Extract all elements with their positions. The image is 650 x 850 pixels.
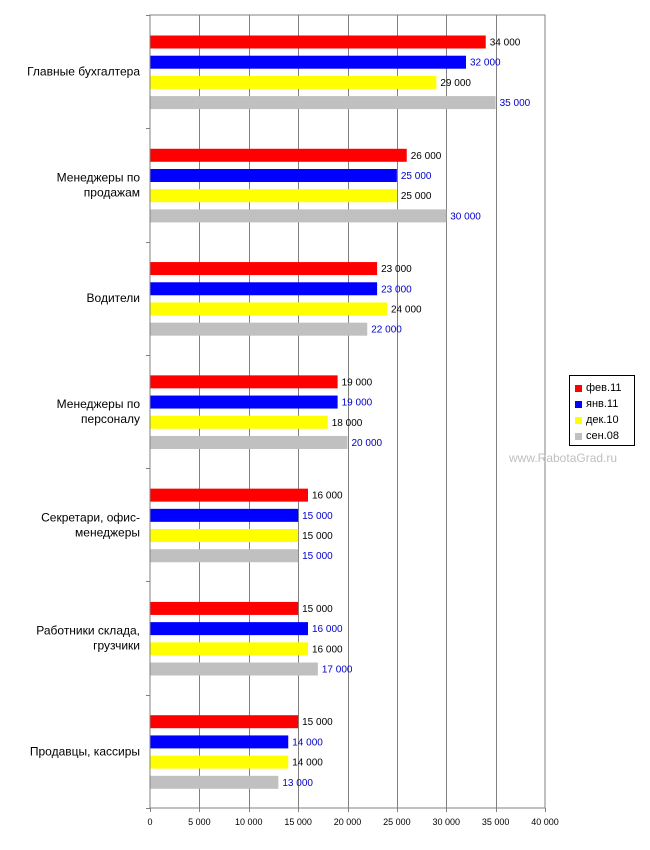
category-label: Работники склада, bbox=[36, 624, 140, 638]
data-label: 18 000 bbox=[332, 418, 363, 429]
data-label: 32 000 bbox=[470, 58, 501, 69]
legend-swatch bbox=[575, 416, 582, 424]
bar bbox=[150, 662, 318, 676]
legend-item: фев.11 bbox=[575, 380, 634, 396]
bar bbox=[150, 415, 328, 429]
bar bbox=[150, 189, 397, 203]
bar bbox=[150, 735, 289, 749]
data-label: 14 000 bbox=[292, 737, 323, 748]
axes bbox=[146, 14, 546, 812]
legend: фев.11 янв.11 дек.10 сен.08 bbox=[569, 375, 635, 446]
legend-swatch bbox=[575, 432, 582, 440]
category-label: Менеджеры по bbox=[57, 397, 141, 411]
bar bbox=[150, 508, 299, 522]
bar bbox=[150, 529, 299, 543]
bar bbox=[150, 622, 308, 636]
category-label: персоналу bbox=[81, 412, 140, 426]
data-label: 22 000 bbox=[371, 325, 402, 336]
data-label: 20 000 bbox=[352, 438, 383, 449]
x-tick-label: 30 000 bbox=[432, 817, 460, 827]
data-label: 35 000 bbox=[500, 98, 531, 109]
data-label: 23 000 bbox=[381, 264, 412, 275]
data-label: 29 000 bbox=[440, 78, 471, 89]
bar bbox=[150, 395, 338, 409]
bars bbox=[150, 35, 496, 789]
bar bbox=[150, 168, 397, 182]
plot-frame bbox=[149, 14, 546, 809]
bar bbox=[150, 375, 338, 389]
legend-label: фев.11 bbox=[586, 382, 622, 394]
bar bbox=[150, 775, 279, 789]
legend-item: дек.10 bbox=[575, 412, 634, 428]
gridlines bbox=[199, 15, 497, 808]
category-label: Продавцы, кассиры bbox=[30, 744, 140, 758]
data-label: 24 000 bbox=[391, 304, 422, 315]
category-label: Менеджеры по bbox=[57, 170, 141, 184]
category-label: грузчики bbox=[93, 639, 140, 653]
x-tick-label: 35 000 bbox=[482, 817, 510, 827]
legend-item: сен.08 bbox=[575, 428, 634, 444]
bar bbox=[150, 755, 289, 769]
bar bbox=[150, 302, 387, 316]
x-tick-label: 5 000 bbox=[188, 817, 211, 827]
bar bbox=[150, 148, 407, 162]
bar bbox=[150, 322, 368, 336]
legend-swatch bbox=[575, 400, 582, 408]
watermark: www.RabotaGrad.ru bbox=[509, 451, 618, 465]
data-label: 16 000 bbox=[312, 644, 343, 655]
data-label: 23 000 bbox=[381, 284, 412, 295]
bar bbox=[150, 75, 437, 89]
labels: 0 5 000 10 000 15 000 20 000 25 000 30 000 35 0… bbox=[27, 38, 559, 828]
data-label: 19 000 bbox=[342, 398, 373, 409]
data-label: 26 000 bbox=[411, 151, 442, 162]
data-label: 30 000 bbox=[450, 211, 481, 222]
legend-swatch bbox=[575, 384, 582, 392]
data-label: 15 000 bbox=[302, 717, 333, 728]
bar bbox=[150, 488, 308, 502]
x-tick-label: 40 000 bbox=[531, 817, 559, 827]
category-label: Главные бухгалтера bbox=[27, 65, 140, 79]
data-label: 25 000 bbox=[401, 191, 432, 202]
x-tick-label: 0 bbox=[147, 817, 152, 827]
data-label: 19 000 bbox=[342, 377, 373, 388]
data-label: 16 000 bbox=[312, 624, 343, 635]
bar bbox=[150, 282, 378, 296]
bar bbox=[150, 55, 466, 69]
data-label: 15 000 bbox=[302, 511, 333, 522]
category-label: продажам bbox=[84, 185, 140, 199]
bar bbox=[150, 642, 308, 656]
legend-label: янв.11 bbox=[586, 398, 619, 410]
bar bbox=[150, 96, 496, 110]
data-label: 17 000 bbox=[322, 665, 353, 676]
bar bbox=[150, 262, 378, 276]
data-label: 14 000 bbox=[292, 758, 323, 769]
data-label: 15 000 bbox=[302, 604, 333, 615]
category-label: менеджеры bbox=[75, 525, 140, 539]
legend-label: дек.10 bbox=[586, 414, 619, 426]
legend-item: янв.11 bbox=[575, 396, 634, 412]
category-label: Секретари, офис- bbox=[41, 510, 140, 524]
x-tick-label: 10 000 bbox=[235, 817, 263, 827]
bar bbox=[150, 715, 299, 729]
legend-label: сен.08 bbox=[586, 430, 619, 442]
data-label: 25 000 bbox=[401, 171, 432, 182]
bar bbox=[150, 209, 447, 223]
bar bbox=[150, 549, 299, 563]
x-tick-label: 15 000 bbox=[284, 817, 312, 827]
bar bbox=[150, 601, 299, 615]
data-label: 16 000 bbox=[312, 491, 343, 502]
bar bbox=[150, 435, 348, 449]
data-label: 13 000 bbox=[282, 778, 313, 789]
category-label: Водители bbox=[87, 291, 140, 305]
data-label: 34 000 bbox=[490, 38, 521, 49]
x-tick-label: 20 000 bbox=[334, 817, 362, 827]
bar bbox=[150, 35, 486, 49]
data-label: 15 000 bbox=[302, 531, 333, 542]
data-label: 15 000 bbox=[302, 551, 333, 562]
x-tick-label: 25 000 bbox=[383, 817, 411, 827]
